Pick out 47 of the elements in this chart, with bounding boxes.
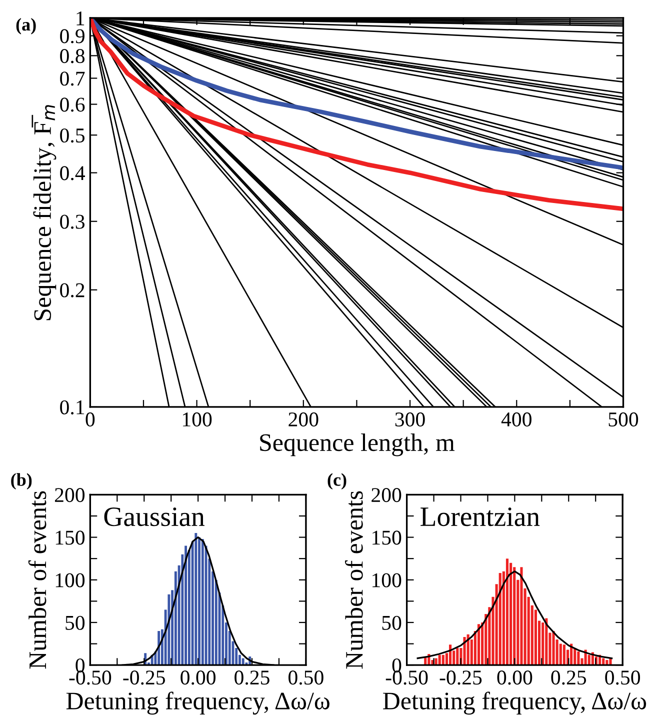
y-tick-label: 0 xyxy=(392,658,402,673)
chart-title: (a) xyxy=(16,18,36,34)
y-axis-title: Number of events xyxy=(344,491,363,669)
x-tick-label: 0.00 xyxy=(180,670,216,685)
y-tick-label: 150 xyxy=(372,530,402,545)
x-tick-label: 0.25 xyxy=(551,670,586,685)
x-axis-title: Sequence length, m xyxy=(260,433,455,456)
y-axis-title: Number of events xyxy=(28,491,46,669)
annotation: Lorentzian xyxy=(420,507,540,526)
y-tick-label: 0.9 xyxy=(60,29,84,44)
y-tick-label: 1 xyxy=(76,11,84,26)
y-tick-label: 200 xyxy=(54,488,85,502)
x-tick-label: 100 xyxy=(183,412,212,426)
x-tick-label: -0.50 xyxy=(386,670,428,685)
x-tick-label: 300 xyxy=(395,412,425,426)
x-tick-label: 0.00 xyxy=(497,670,532,685)
x-tick-label: 400 xyxy=(501,412,532,426)
y-tick-label: 50 xyxy=(66,616,85,630)
y-tick-label: 0.8 xyxy=(60,49,85,64)
y-tick-label: 0.3 xyxy=(60,214,85,229)
x-tick-label: 200 xyxy=(288,412,318,426)
chart-title: (b) xyxy=(11,473,32,490)
y-tick-label: 0.2 xyxy=(60,283,84,298)
y-tick-label: 100 xyxy=(56,573,85,588)
y-tick-label: 0.6 xyxy=(60,98,85,112)
annotation: Gaussian xyxy=(104,507,205,526)
x-tick-label: -0.50 xyxy=(69,670,112,685)
chart-title: (c) xyxy=(328,473,346,490)
y-tick-label: 0.5 xyxy=(60,128,85,143)
y-tick-label: 0.7 xyxy=(60,72,85,86)
x-tick-label: 0 xyxy=(86,412,95,426)
x-tick-label: 0.25 xyxy=(234,670,270,685)
y-tick-label: 100 xyxy=(372,573,402,588)
x-tick-label: 500 xyxy=(608,412,638,426)
y-tick-label: 50 xyxy=(382,616,402,630)
x-tick-label: 0.50 xyxy=(288,670,324,685)
y-tick-label: 150 xyxy=(56,530,85,545)
x-tick-label: 0.50 xyxy=(605,670,640,685)
y-tick-label: 0 xyxy=(76,658,85,673)
x-axis-title: Detuning frequency, Δω/ω xyxy=(383,692,646,715)
y-tick-label: 200 xyxy=(372,488,402,502)
y-tick-label: 0.4 xyxy=(60,166,85,180)
x-tick-label: -0.25 xyxy=(440,670,482,685)
y-axis-title: Sequence fidelity, F̅$_{m}$ xyxy=(32,105,56,320)
y-tick-label: 0.1 xyxy=(60,400,84,414)
x-tick-label: -0.25 xyxy=(123,670,166,685)
x-axis-title: Detuning frequency, Δω/ω xyxy=(66,692,330,715)
